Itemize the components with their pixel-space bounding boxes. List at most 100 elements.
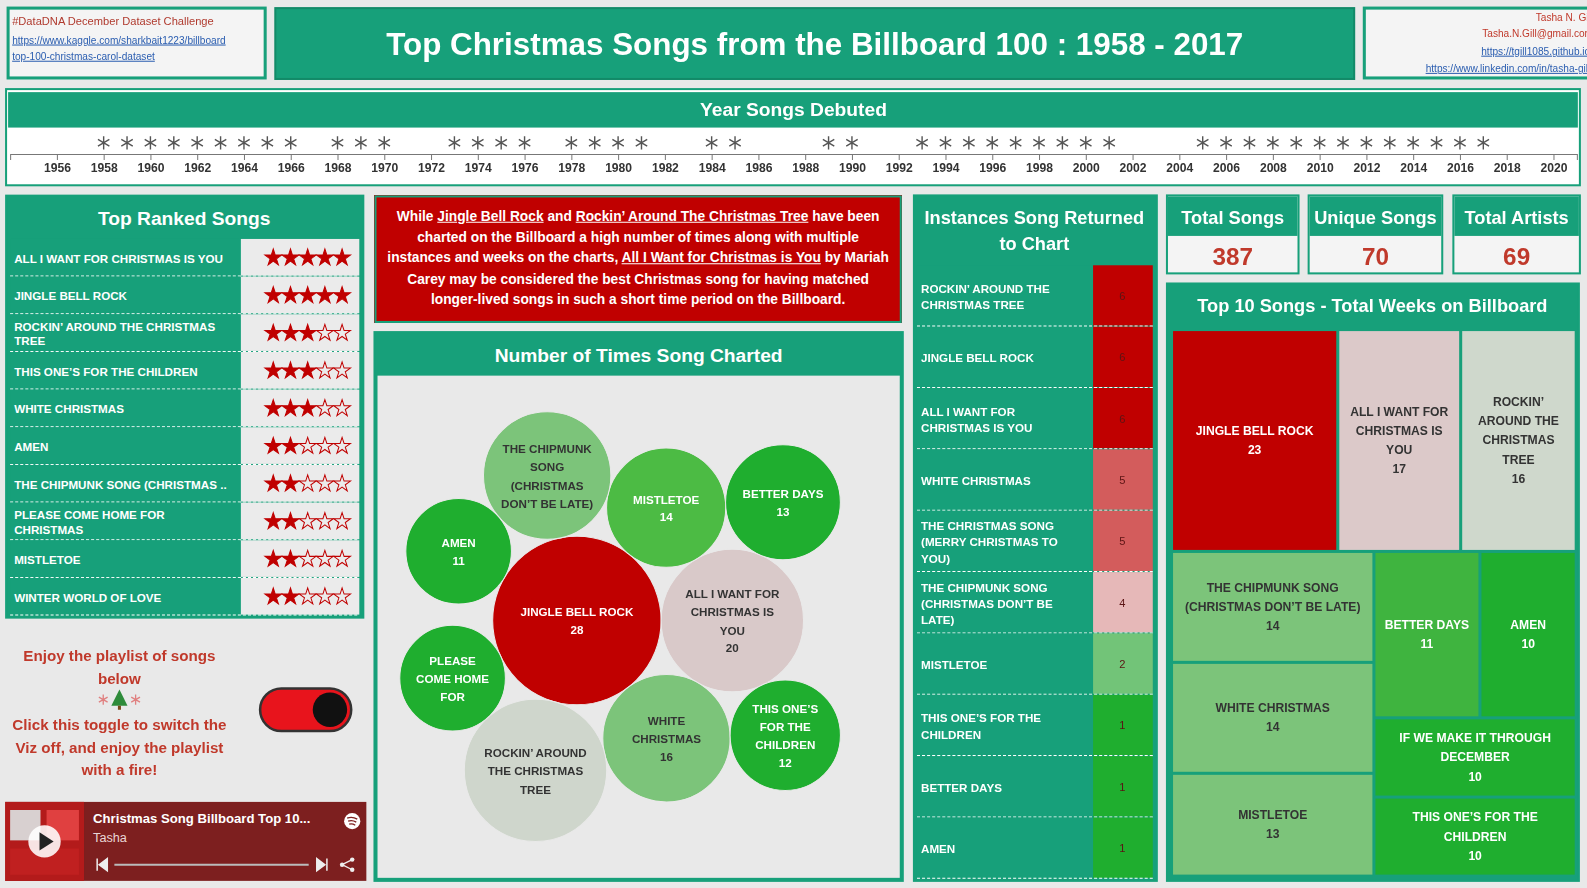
text-line: THE CHIPMUNK SONG (CHRISTMAS .. — [14, 477, 226, 490]
play-icon[interactable] — [39, 832, 53, 850]
text-line: BETTER DAYS — [742, 487, 823, 500]
share-button[interactable] — [340, 857, 355, 872]
share-dot[interactable] — [350, 857, 354, 861]
row-separator — [10, 502, 359, 503]
text-line: FOR — [440, 690, 465, 703]
x-tick: 2020 — [1540, 154, 1567, 175]
bubble-label: BETTER DAYS — [742, 487, 823, 500]
debut-marker — [1478, 136, 1489, 149]
x-tick: 1960 — [137, 154, 164, 175]
next-button[interactable] — [317, 859, 327, 871]
bubble-panel — [374, 332, 902, 881]
previous-button[interactable] — [97, 859, 107, 871]
data-label: 2 — [1119, 658, 1125, 670]
viz-toggle[interactable] — [260, 689, 351, 732]
star-filled — [265, 400, 282, 416]
bubble-label: ALL I WANT FORCHRISTMAS ISYOU — [685, 587, 780, 636]
star-filled — [282, 324, 299, 340]
name-cell — [917, 388, 1092, 448]
debut-marker — [612, 136, 623, 149]
tile — [1462, 331, 1575, 550]
bubble-label: THIS ONE’SFOR THECHILDREN — [752, 701, 818, 750]
text-line: THE CHRISTMAS — [488, 764, 584, 777]
star-filled — [282, 287, 299, 303]
tile — [1481, 553, 1574, 716]
data-label: 10 — [1521, 637, 1535, 651]
tick-label: 1966 — [278, 161, 305, 175]
debut-marker — [285, 136, 296, 149]
text-line: PLEASE — [429, 653, 476, 666]
x-tick: 2010 — [1307, 154, 1334, 175]
play-button[interactable] — [28, 825, 60, 857]
tick-mark — [992, 154, 993, 160]
x-tick: 2008 — [1260, 154, 1287, 175]
text-line: CHRISTMAS — [632, 732, 701, 745]
playlist-cover — [5, 802, 84, 881]
star-empty — [299, 475, 316, 491]
x-tick: 1984 — [699, 154, 726, 175]
row-separator — [10, 539, 359, 540]
star-empty — [334, 588, 351, 604]
data-label: 4 — [1119, 597, 1125, 609]
name-cell — [10, 578, 240, 615]
star-filled — [282, 400, 299, 416]
tick-mark — [1226, 154, 1227, 160]
x-tick: 1998 — [1026, 154, 1053, 175]
row-separator — [10, 577, 359, 578]
tick-label: 1970 — [371, 161, 398, 175]
text-line: CHRISTMAS — [14, 522, 83, 535]
share-dot[interactable] — [340, 862, 344, 866]
text-line: WHITE CHRISTMAS — [921, 474, 1031, 487]
data-label: 20 — [726, 641, 739, 654]
text-line: AMEN — [1510, 618, 1546, 632]
tile-label: THIS ONE’S FOR THECHILDREN — [1412, 810, 1537, 843]
text-line: ALL I WANT FOR — [921, 404, 1016, 417]
bubble — [464, 699, 606, 841]
debut-marker — [823, 136, 834, 149]
author-linkedin: https://www.linkedin.com/in/tasha-gill/ — [1426, 63, 1587, 74]
text-line: THIS ONE’S FOR THE — [1412, 810, 1537, 824]
row-separator — [917, 632, 1153, 633]
row-separator — [917, 510, 1153, 511]
text-line: ALL I WANT FOR — [1350, 405, 1448, 419]
tick-mark — [571, 154, 572, 160]
x-tick: 1964 — [231, 154, 258, 175]
text-line: PLEASE COME HOME FOR — [14, 508, 165, 521]
text-line: SONG — [530, 460, 564, 473]
star-filled — [282, 362, 299, 378]
data-label: 13 — [777, 505, 790, 518]
x-tick: 1980 — [605, 154, 632, 175]
toggle-track[interactable] — [260, 689, 351, 732]
debut-marker — [1454, 136, 1465, 149]
debut-marker — [963, 136, 974, 149]
debut-marker — [1384, 136, 1395, 149]
heat-cell — [1093, 449, 1153, 509]
debut-marker — [449, 136, 460, 149]
text-line: TREE — [1502, 453, 1534, 467]
row-separator — [10, 464, 359, 465]
tick-mark — [899, 154, 900, 160]
x-tick: 1970 — [371, 154, 398, 175]
data-label: 6 — [1119, 290, 1125, 302]
star-filled — [265, 437, 282, 453]
toggle-knob[interactable] — [313, 693, 347, 727]
text-line: ROCKIN’ AROUND — [484, 746, 586, 759]
play-circle[interactable] — [28, 825, 60, 857]
heat-cell — [1093, 633, 1153, 693]
debut-marker — [519, 136, 530, 149]
tile — [1173, 775, 1372, 875]
tick-mark — [758, 154, 759, 160]
debut-marker — [1057, 136, 1068, 149]
star-empty — [317, 513, 334, 529]
heat-cell — [1093, 388, 1153, 448]
data-label: 5 — [1119, 474, 1125, 486]
data-label: 11 — [1421, 637, 1434, 651]
text-line: DON’T BE LATE) — [501, 496, 593, 509]
row-separator — [10, 615, 359, 616]
debut-marker — [706, 136, 717, 149]
chart-title: Top Ranked Songs — [98, 208, 271, 229]
tick-mark — [478, 154, 479, 160]
x-tick: 1956 — [44, 154, 71, 175]
debut-markers — [98, 136, 1489, 149]
share-dot[interactable] — [350, 868, 354, 872]
